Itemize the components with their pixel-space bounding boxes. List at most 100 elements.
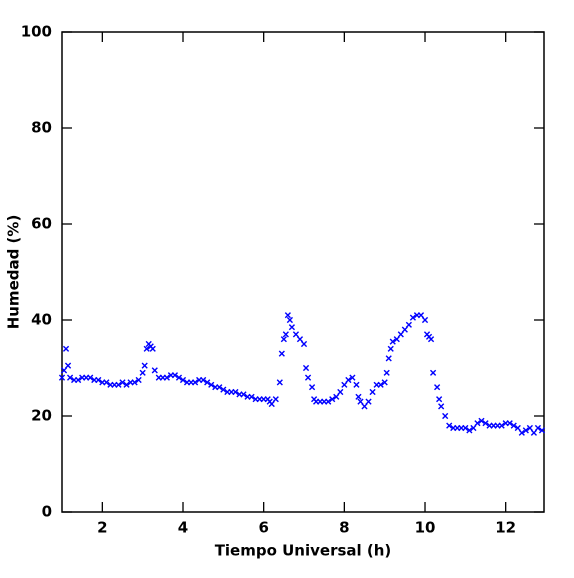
point <box>355 393 362 400</box>
point <box>387 345 394 352</box>
point-stroke <box>296 336 304 343</box>
point-stroke <box>123 381 130 388</box>
point <box>421 316 429 324</box>
point <box>66 374 74 381</box>
point <box>353 381 360 388</box>
point-stroke <box>385 355 392 362</box>
point-stroke <box>300 340 308 348</box>
point-stroke <box>446 422 453 429</box>
y-tick-label: 40 <box>31 311 52 329</box>
point <box>232 388 239 396</box>
point-stroke <box>427 336 435 343</box>
point <box>514 424 521 432</box>
point <box>276 379 283 386</box>
point-stroke <box>438 403 445 410</box>
point-stroke <box>75 376 82 384</box>
point-stroke <box>369 388 376 396</box>
point <box>498 422 505 429</box>
point <box>171 372 179 379</box>
point-stroke <box>135 376 142 384</box>
point-stroke <box>361 403 368 410</box>
point <box>470 424 477 432</box>
point-stroke <box>60 367 68 374</box>
point-stroke <box>349 374 356 381</box>
point-stroke <box>232 388 239 396</box>
point <box>381 379 388 386</box>
point <box>361 403 368 410</box>
point <box>95 376 102 384</box>
point <box>240 391 247 398</box>
point-stroke <box>268 400 275 408</box>
y-tick-label: 0 <box>42 503 52 521</box>
point-stroke <box>179 376 187 384</box>
point-stroke <box>240 391 247 398</box>
point <box>405 321 412 328</box>
point-stroke <box>119 379 126 386</box>
point-stroke <box>434 384 441 391</box>
point-stroke <box>409 314 417 321</box>
x-tick-label: 12 <box>495 519 516 537</box>
point-stroke <box>248 393 255 400</box>
point <box>389 338 396 345</box>
point-stroke <box>462 424 469 432</box>
point <box>103 379 110 386</box>
point-stroke <box>131 379 138 386</box>
point <box>369 388 376 396</box>
point-stroke <box>377 381 384 388</box>
point <box>87 374 94 381</box>
point <box>272 396 279 403</box>
point <box>139 369 146 376</box>
x-tick-label: 6 <box>258 519 268 537</box>
point-stroke <box>139 369 146 376</box>
point <box>248 393 255 400</box>
point <box>429 369 437 376</box>
point-stroke <box>405 321 412 328</box>
point <box>60 367 68 374</box>
point <box>538 427 546 434</box>
point-stroke <box>518 429 525 436</box>
point <box>325 398 332 405</box>
point-stroke <box>58 374 66 381</box>
point-stroke <box>329 396 336 403</box>
point <box>478 417 485 424</box>
point <box>530 429 538 436</box>
point <box>216 384 223 391</box>
point-stroke <box>288 324 296 331</box>
point <box>75 376 82 384</box>
point <box>192 379 199 386</box>
point-stroke <box>141 362 148 369</box>
point <box>474 420 481 427</box>
point <box>522 427 529 434</box>
point <box>302 364 310 372</box>
point <box>329 396 336 403</box>
point <box>357 398 364 405</box>
point <box>308 384 316 391</box>
point-stroke <box>103 379 110 386</box>
point-stroke <box>175 374 183 381</box>
point-stroke <box>149 345 156 352</box>
point <box>62 345 70 352</box>
point-stroke <box>66 374 74 381</box>
point <box>510 422 517 429</box>
point-stroke <box>534 424 542 432</box>
point-stroke <box>365 398 372 405</box>
point <box>119 379 126 386</box>
point-stroke <box>436 396 443 403</box>
point <box>365 398 372 405</box>
point-stroke <box>417 312 425 319</box>
point <box>200 376 207 384</box>
point-stroke <box>204 379 211 386</box>
y-tick-label: 60 <box>31 215 52 233</box>
point-stroke <box>498 422 505 429</box>
point <box>288 324 296 331</box>
point <box>143 345 150 352</box>
point-stroke <box>208 381 215 388</box>
point <box>123 381 130 388</box>
point-stroke <box>143 345 150 352</box>
point-stroke <box>171 372 179 379</box>
point-stroke <box>442 412 449 420</box>
point <box>135 376 142 384</box>
point-stroke <box>278 350 285 357</box>
point <box>397 331 404 338</box>
point <box>417 312 425 319</box>
